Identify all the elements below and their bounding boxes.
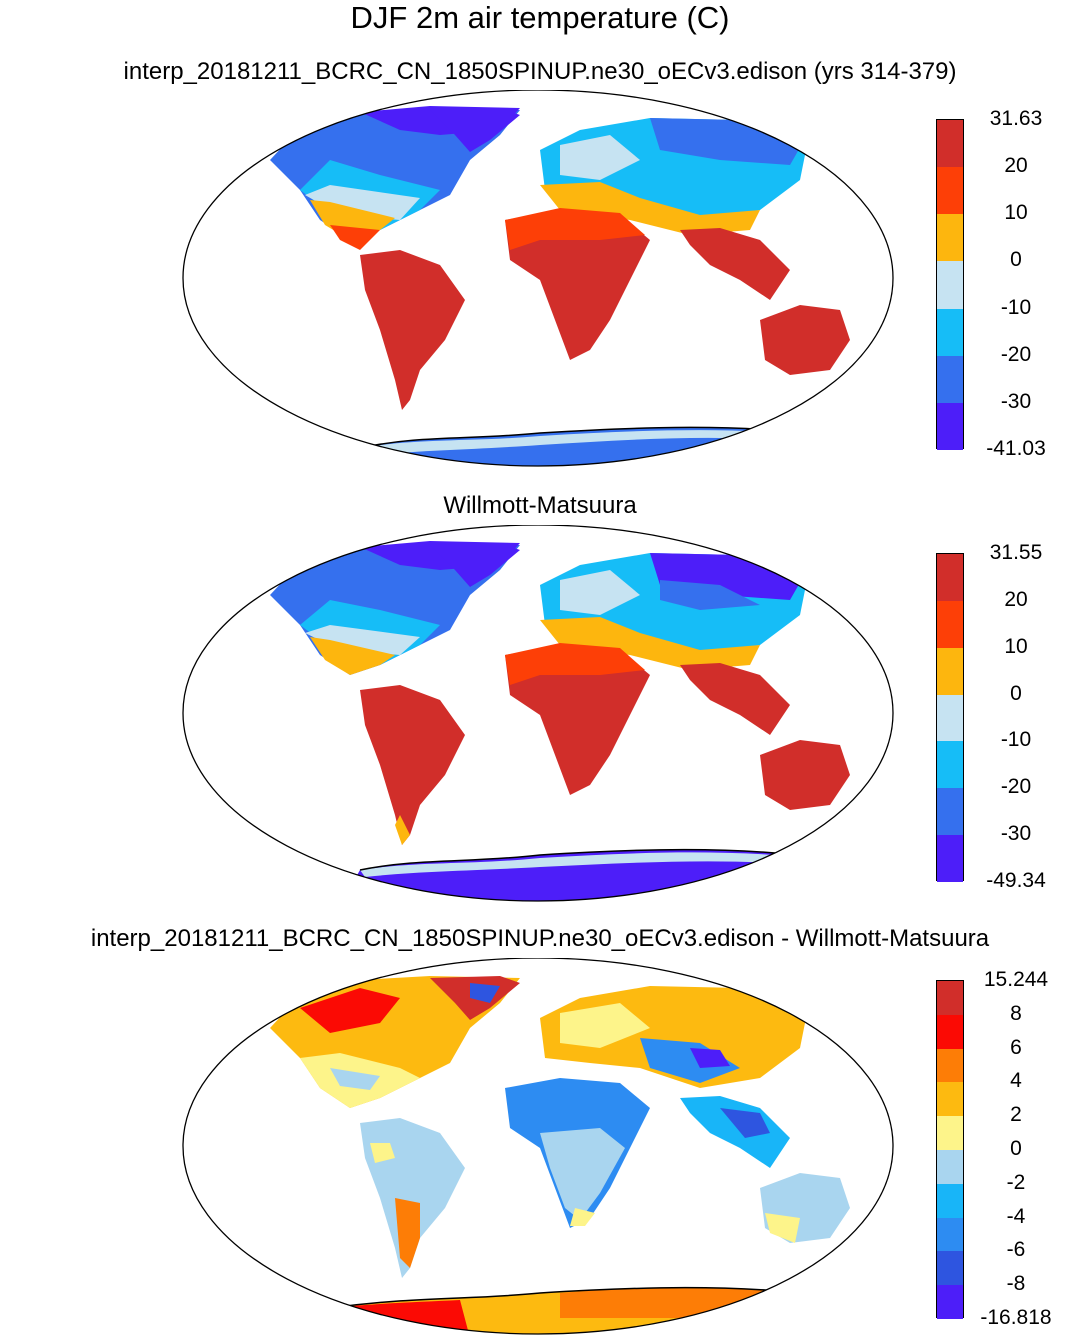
colorbar-label: -2	[1006, 1170, 1026, 1194]
colorbar-segment	[937, 355, 963, 404]
colorbar-segment	[937, 1048, 963, 1083]
map-model	[182, 90, 894, 467]
colorbar-label: 20	[1004, 587, 1028, 611]
colorbar-segment	[937, 835, 963, 883]
colorbar-segment	[937, 1014, 963, 1050]
colorbar-label: -10	[1000, 728, 1032, 752]
colorbar-label: 20	[1004, 154, 1028, 178]
south-asia	[680, 1096, 790, 1168]
colorbar-segment	[937, 1150, 963, 1185]
colorbar-label: 8	[1010, 1001, 1022, 1025]
greenland	[430, 543, 520, 587]
colorbar-label: 6	[1010, 1035, 1022, 1059]
australia	[760, 740, 850, 810]
colorbar-box	[936, 553, 964, 883]
colorbar-segment	[937, 120, 963, 168]
south-asia	[680, 663, 790, 735]
south-america	[360, 250, 465, 410]
panel-obs-title: Willmott-Matsuura	[443, 492, 637, 519]
colorbar-label: -8	[1006, 1272, 1026, 1296]
colorbar-segment	[937, 1183, 963, 1219]
colorbar-segment	[937, 261, 963, 310]
colorbar-label: -20	[1000, 342, 1032, 366]
colorbar-segment	[937, 981, 963, 1016]
map-obs	[182, 525, 894, 902]
panel-diff-title: interp_20181211_BCRC_CN_1850SPINUP.ne30_…	[90, 925, 990, 952]
colorbar-label: 15.244	[983, 968, 1049, 991]
colorbar-label: -30	[1000, 389, 1032, 413]
colorbar-segment	[937, 554, 963, 602]
colorbar-segment	[937, 214, 963, 262]
colorbar-segment	[937, 1217, 963, 1252]
colorbar-box	[936, 119, 964, 451]
colorbar-box	[936, 980, 964, 1320]
colorbar-label: -16.818	[980, 1306, 1052, 1329]
colorbar-segment	[937, 402, 963, 451]
colorbar-segment	[937, 647, 963, 696]
colorbar-diff: 15.244 8 6 4 2 0 -2 -4 -6 -8 -16.818	[930, 968, 1070, 1329]
colorbar-label: 0	[1010, 681, 1022, 705]
colorbar-label: 31.63	[989, 107, 1043, 130]
colorbar-label: 4	[1010, 1069, 1022, 1093]
colorbar-label: -41.03	[986, 437, 1046, 460]
colorbar-label: 0	[1010, 1137, 1022, 1160]
colorbar-label: -10	[1000, 295, 1032, 319]
colorbar-label: -49.34	[986, 869, 1046, 892]
colorbar-label: 10	[1004, 201, 1028, 225]
africa	[505, 645, 650, 795]
colorbar-segment	[937, 1251, 963, 1286]
colorbar-label: 0	[1010, 248, 1022, 272]
colorbar-model: 31.63 20 10 0 -10 -20 -30 -41.03	[930, 107, 1070, 460]
colorbar-label: 31.55	[989, 541, 1043, 564]
colorbar-label: -6	[1006, 1238, 1026, 1262]
colorbar-segment	[937, 741, 963, 789]
africa	[505, 210, 650, 360]
colorbar-segment	[937, 600, 963, 649]
australia	[760, 305, 850, 375]
colorbar-label: -30	[1000, 822, 1032, 846]
greenland	[430, 108, 520, 152]
colorbar-obs: 31.55 20 10 0 -10 -20 -30 -49.34	[930, 541, 1070, 892]
south-america	[360, 685, 465, 845]
map-diff	[182, 958, 894, 1335]
colorbar-label: 10	[1004, 634, 1028, 658]
colorbar-segment	[937, 1082, 963, 1117]
colorbar-segment	[937, 1116, 963, 1151]
colorbar-segment	[937, 308, 963, 357]
colorbar-segment	[937, 167, 963, 215]
colorbar-segment	[937, 694, 963, 742]
colorbar-label: -20	[1000, 775, 1032, 799]
figure-title: DJF 2m air temperature (C)	[350, 0, 730, 35]
south-asia	[680, 228, 790, 300]
colorbar-segment	[937, 788, 963, 836]
colorbar-label: -4	[1006, 1204, 1026, 1228]
panel-model-title: interp_20181211_BCRC_CN_1850SPINUP.ne30_…	[123, 58, 957, 85]
colorbar-segment	[937, 1285, 963, 1320]
colorbar-label: 2	[1010, 1103, 1022, 1127]
